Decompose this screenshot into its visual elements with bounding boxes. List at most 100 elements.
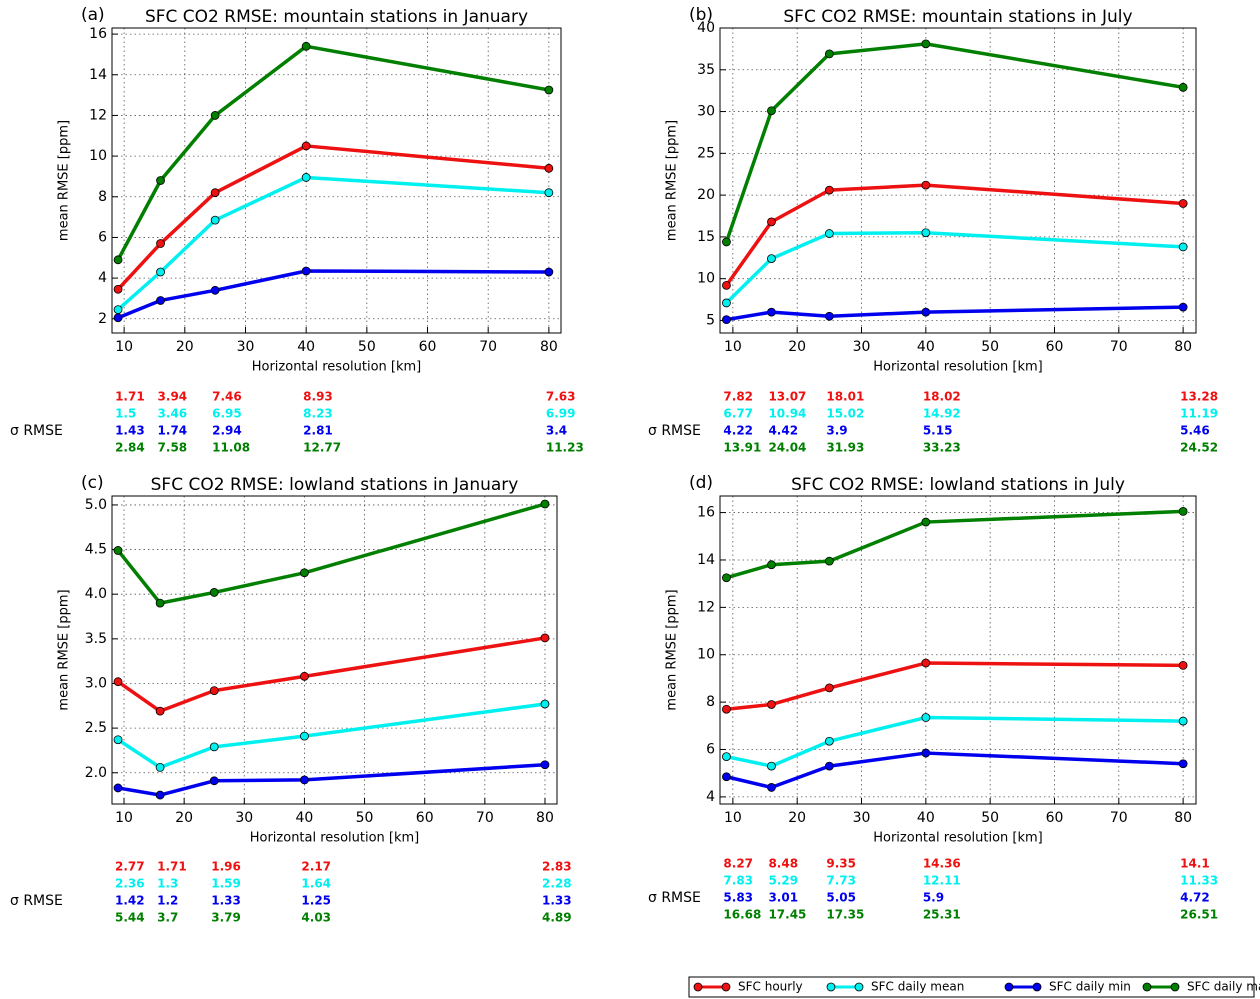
plot-frame [719, 27, 1197, 334]
data-point [824, 185, 834, 195]
y-tick-label: 4.5 [85, 542, 107, 558]
data-point [155, 790, 165, 800]
sigma-value: 2.77 [115, 860, 145, 874]
sigma-value: 3.46 [158, 407, 188, 421]
sigma-value: 1.2 [157, 894, 178, 908]
y-tick-label: 2.5 [85, 720, 107, 736]
y-axis-label: mean RMSE [ppm] [57, 120, 72, 241]
x-tick-label: 70 [1110, 339, 1128, 355]
data-point [113, 313, 123, 323]
sigma-value: 18.02 [923, 390, 961, 404]
data-point [1178, 506, 1188, 516]
legend-marker [1032, 982, 1042, 992]
x-tick-label: 70 [476, 810, 494, 826]
data-point [113, 735, 123, 745]
plot-frame [111, 495, 558, 805]
sigma-value: 14.36 [923, 857, 961, 871]
legend-marker [721, 982, 731, 992]
x-tick-label: 30 [853, 810, 871, 826]
sigma-value: 3.4 [546, 424, 567, 438]
x-tick-label: 40 [297, 339, 315, 355]
x-axis-label: Horizontal resolution [km] [873, 831, 1043, 846]
sigma-value: 7.46 [212, 390, 242, 404]
data-point [300, 671, 309, 681]
sigma-value: 14.1 [1180, 857, 1210, 871]
x-tick-label: 20 [176, 339, 194, 355]
sigma-value: 3.79 [211, 911, 241, 925]
panel-label: (b) [689, 5, 713, 25]
sigma-value: 1.74 [158, 424, 188, 438]
series-line [117, 636, 546, 713]
data-point [921, 517, 931, 527]
data-point [209, 742, 219, 752]
y-axis-label: mean RMSE [ppm] [665, 589, 680, 710]
data-point [1178, 199, 1188, 208]
y-tick-label: 12 [697, 599, 715, 615]
legend-marker [826, 982, 836, 992]
data-point [921, 658, 931, 668]
data-point [767, 307, 776, 317]
sigma-value: 7.58 [158, 441, 188, 455]
plot-frame [719, 495, 1197, 805]
sigma-value: 11.08 [212, 441, 250, 455]
data-point [921, 307, 931, 317]
sigma-value: 7.63 [546, 390, 576, 404]
legend-marker [1170, 982, 1180, 992]
sigma-value: 2.81 [303, 424, 333, 438]
data-point [113, 677, 123, 687]
data-point [1178, 242, 1188, 252]
legend-marker [1004, 982, 1014, 992]
panel-label: (a) [81, 5, 105, 25]
y-axis-label: mean RMSE [ppm] [665, 120, 680, 241]
x-tick-label: 80 [1174, 339, 1192, 355]
sigma-label: σ RMSE [648, 890, 701, 906]
data-point [301, 41, 311, 51]
x-tick-label: 10 [115, 339, 133, 355]
sigma-value: 6.77 [723, 407, 753, 421]
sigma-value: 3.94 [158, 390, 188, 404]
sigma-value: 1.3 [157, 877, 178, 891]
sigma-value: 13.07 [768, 390, 806, 404]
sigma-value: 1.5 [115, 407, 136, 421]
y-tick-label: 5.0 [85, 497, 107, 513]
data-point [767, 700, 776, 709]
data-point [540, 499, 550, 509]
legend-label: SFC daily max [1187, 980, 1260, 994]
y-tick-label: 25 [697, 145, 715, 161]
sigma-value: 4.42 [768, 424, 798, 438]
data-point [544, 267, 554, 277]
data-point [722, 237, 731, 247]
data-point [210, 215, 220, 225]
data-point [113, 284, 123, 294]
y-tick-label: 10 [89, 148, 107, 164]
sigma-value: 5.9 [923, 891, 944, 905]
sigma-value: 5.46 [1180, 424, 1210, 438]
x-axis-label: Horizontal resolution [km] [252, 360, 422, 375]
plot-frame [111, 27, 562, 334]
x-tick-label: 70 [1110, 810, 1128, 826]
data-point [824, 311, 834, 321]
data-point [210, 188, 220, 198]
sigma-value: 17.45 [768, 908, 806, 922]
y-tick-label: 2 [98, 311, 107, 327]
sigma-value: 1.42 [115, 894, 145, 908]
x-tick-label: 40 [917, 339, 935, 355]
y-tick-label: 30 [697, 104, 715, 120]
data-point [921, 228, 931, 238]
chart-title: SFC CO2 RMSE: mountain stations in July [783, 7, 1132, 27]
data-point [722, 573, 731, 583]
data-point [301, 173, 311, 182]
y-tick-label: 10 [697, 647, 715, 663]
sigma-value: 1.33 [211, 894, 241, 908]
series-line [725, 230, 1184, 305]
series-line [726, 751, 1184, 790]
data-point [540, 760, 550, 770]
sigma-value: 31.93 [826, 441, 864, 455]
sigma-value: 10.94 [768, 407, 806, 421]
x-tick-label: 20 [788, 339, 806, 355]
legend-label: SFC daily min [1049, 980, 1131, 994]
sigma-value: 8.23 [303, 407, 333, 421]
sigma-value: 4.03 [301, 911, 331, 925]
sigma-value: 3.9 [826, 424, 847, 438]
